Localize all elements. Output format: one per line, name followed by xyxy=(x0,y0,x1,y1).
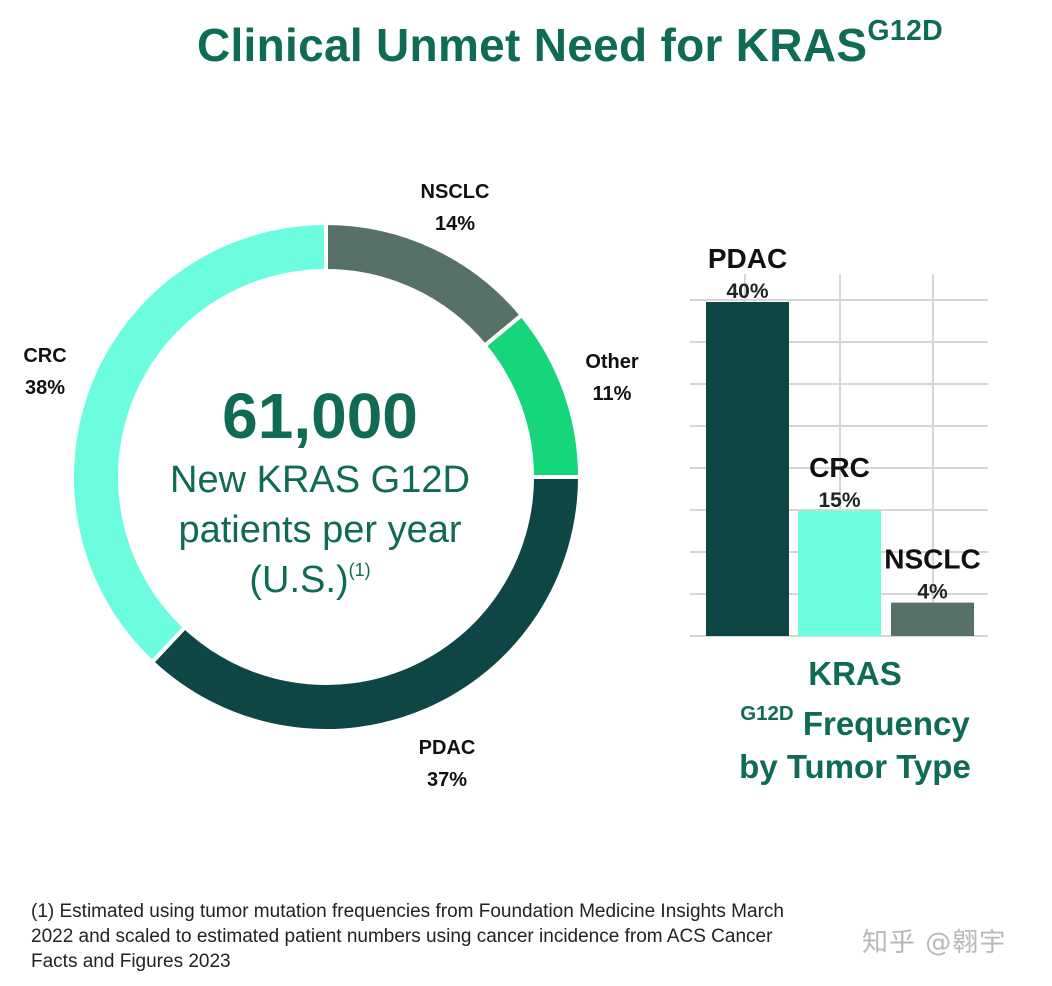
bar-crc xyxy=(798,510,881,636)
bar-chart-title: KRAS G12D Frequency by Tumor Type xyxy=(739,655,971,785)
bar-category-label: CRC xyxy=(809,452,870,483)
page-title: Clinical Unmet Need for KRASG12D xyxy=(196,15,944,71)
bar-value-label: 15% xyxy=(818,489,860,512)
donut-value-crc: 38% xyxy=(25,377,65,399)
donut-value-other: 11% xyxy=(593,383,632,405)
donut-label-other: Other xyxy=(585,351,639,373)
bar-value-label: 4% xyxy=(917,581,948,604)
donut-chart: NSCLC 14% Other 11% PDAC 37% CRC 38% 61,000 New… xyxy=(23,181,639,791)
footnote-line: (1) Estimated using tumor mutation frequ… xyxy=(31,901,784,922)
donut-center-line1: New KRAS G12D xyxy=(170,459,470,501)
footnote: (1) Estimated using tumor mutation frequ… xyxy=(31,899,931,974)
donut-slice-other xyxy=(481,312,583,479)
bar-value-label: 40% xyxy=(726,280,768,303)
donut-center-line3: (U.S.)(1) xyxy=(249,559,370,601)
bar-pdac xyxy=(706,302,789,636)
donut-label-nsclc: NSCLC xyxy=(421,181,490,203)
donut-slice-nsclc xyxy=(324,220,525,349)
bar-nsclc xyxy=(891,602,974,636)
footnote-line: 2022 and scaled to estimated patient num… xyxy=(31,926,773,947)
bar-category-label: PDAC xyxy=(708,243,787,274)
bar-chart: 40% PDAC 15% CRC 4% NSCLC xyxy=(690,243,988,637)
watermark: 知乎 @翱宇 xyxy=(862,928,1007,958)
donut-center-line2: patients per year xyxy=(178,509,461,551)
donut-value-pdac: 37% xyxy=(427,769,467,791)
footnote-line: Facts and Figures 2023 xyxy=(31,951,231,972)
donut-slice-crc xyxy=(70,220,328,665)
bar-category-label: NSCLC xyxy=(884,544,980,575)
donut-center-number: 61,000 xyxy=(222,380,418,452)
donut-value-nsclc: 14% xyxy=(435,213,475,235)
donut-label-pdac: PDAC xyxy=(419,737,476,759)
donut-label-crc: CRC xyxy=(23,345,66,367)
